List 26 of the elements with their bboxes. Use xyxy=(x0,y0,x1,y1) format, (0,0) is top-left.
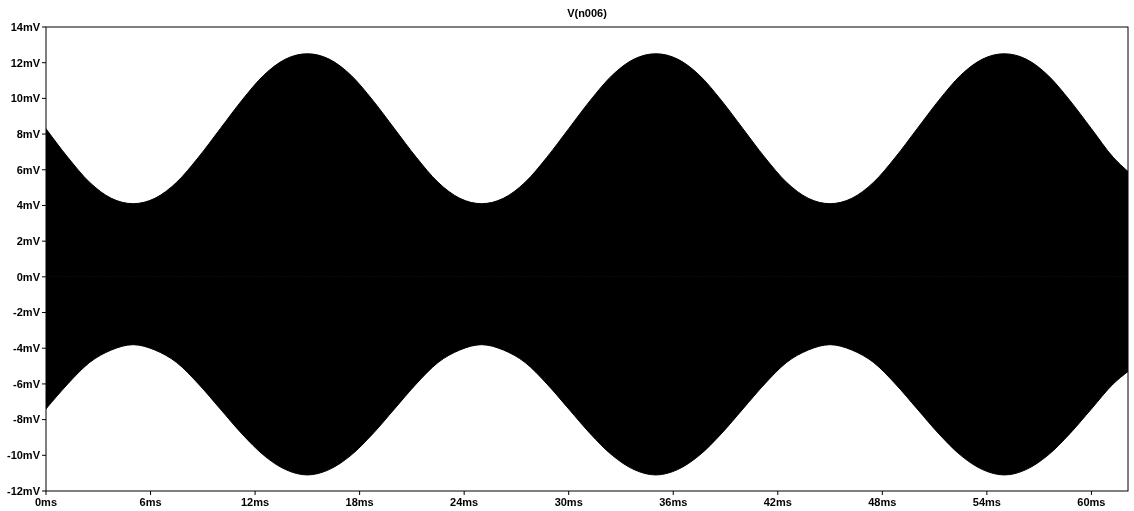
y-tick-label: -8mV xyxy=(13,413,41,426)
y-tick-label: 12mV xyxy=(10,56,41,69)
x-tick-label: 30ms xyxy=(554,496,583,508)
y-tick-label: -4mV xyxy=(13,342,41,355)
y-tick-label: -6mV xyxy=(13,377,41,390)
y-tick-label: -10mV xyxy=(6,449,41,462)
x-tick-label: 60ms xyxy=(1077,496,1106,508)
x-tick-label: 12ms xyxy=(241,496,270,508)
x-tick-label: 42ms xyxy=(763,496,792,508)
y-tick-label: 8mV xyxy=(16,127,41,140)
y-tick-label: -12mV xyxy=(6,484,41,497)
x-tick-label: 36ms xyxy=(659,496,688,508)
chart-title: V(n006) xyxy=(567,7,608,19)
y-tick-label: 10mV xyxy=(10,92,41,105)
x-tick-label: 0ms xyxy=(34,496,58,508)
x-tick-label: 6ms xyxy=(139,496,162,508)
y-tick-label: 14mV xyxy=(10,20,41,33)
x-tick-label: 24ms xyxy=(450,496,479,508)
y-tick-label: 4mV xyxy=(16,199,41,212)
y-tick-label: 6mV xyxy=(16,163,41,176)
y-tick-label: 0mV xyxy=(16,270,41,283)
x-tick-label: 48ms xyxy=(868,496,897,508)
y-tick-label: -2mV xyxy=(13,306,41,319)
x-tick-label: 18ms xyxy=(345,496,374,508)
x-tick-label: 54ms xyxy=(972,496,1001,508)
y-tick-label: 2mV xyxy=(16,235,41,247)
